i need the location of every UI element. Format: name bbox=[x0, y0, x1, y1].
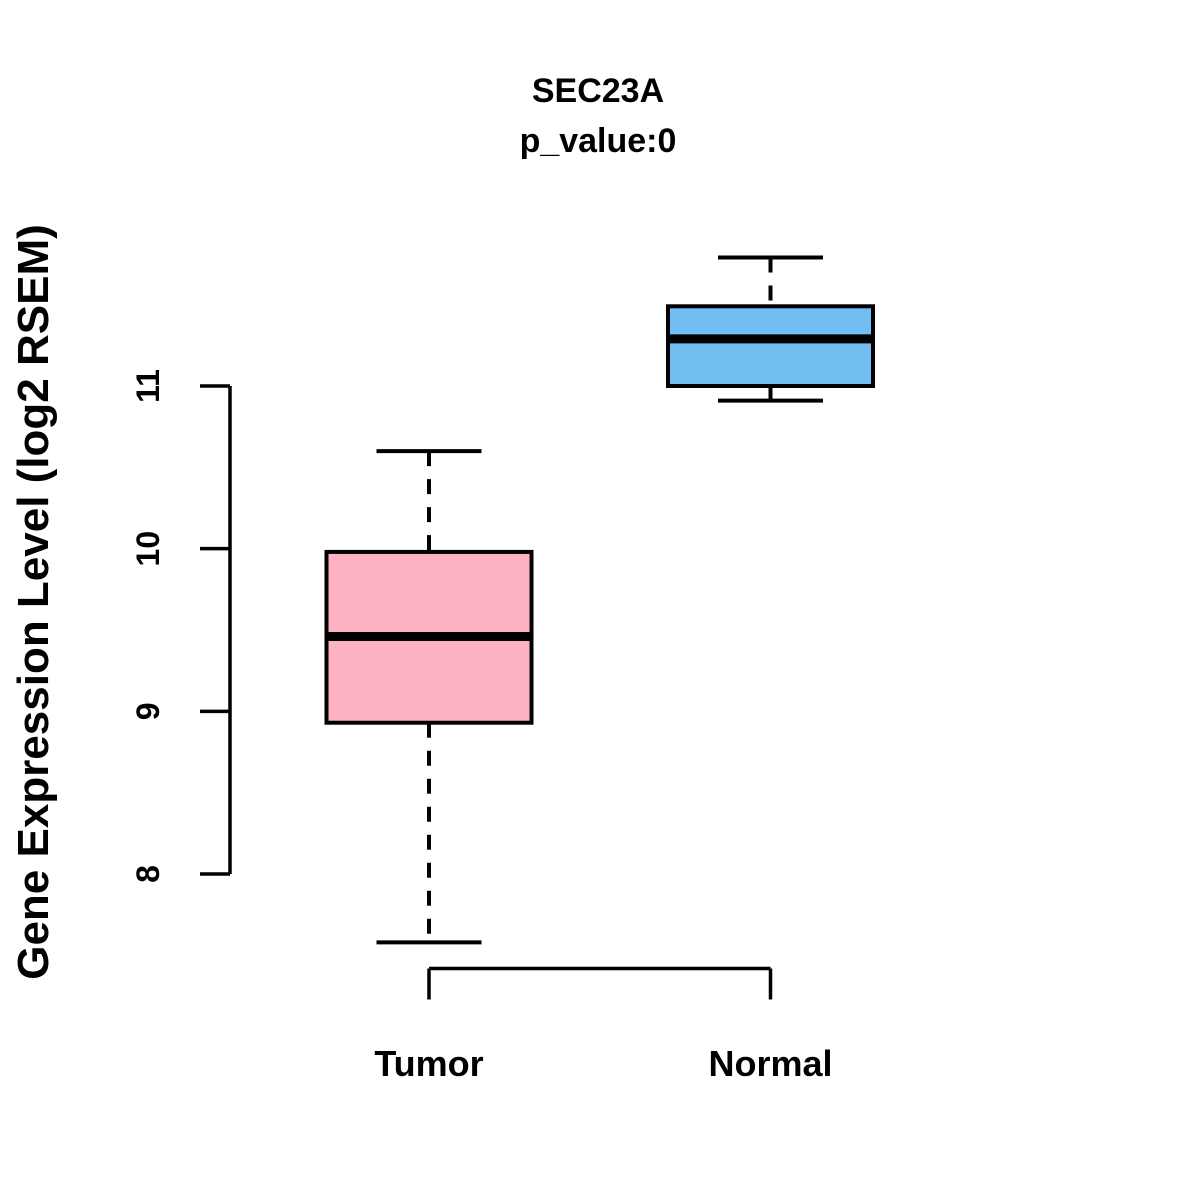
chart-title: SEC23A bbox=[531, 72, 665, 110]
box-normal bbox=[666, 304, 875, 388]
chart-subtitle: p_value:0 bbox=[519, 122, 677, 160]
y-tick-label: 9 bbox=[130, 702, 166, 720]
x-category-label: Normal bbox=[708, 1043, 832, 1084]
y-tick-label: 8 bbox=[130, 865, 166, 883]
y-tick-label: 11 bbox=[130, 369, 166, 403]
y-axis-title: Gene Expression Level (log2 RSEM) bbox=[9, 224, 58, 980]
x-category-label: Tumor bbox=[374, 1043, 483, 1084]
y-tick-label: 10 bbox=[130, 531, 166, 567]
